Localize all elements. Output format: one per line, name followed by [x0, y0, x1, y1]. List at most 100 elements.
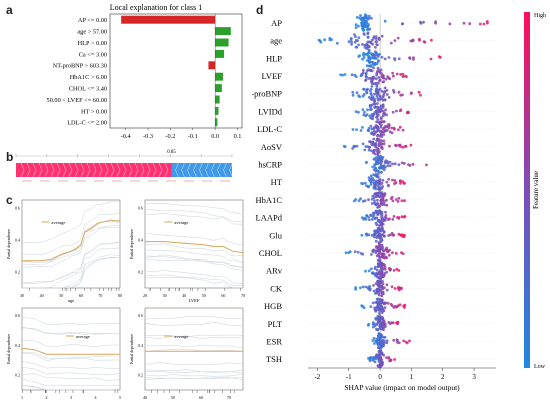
shap-point	[382, 340, 386, 343]
shap-point	[368, 95, 371, 99]
shap-point	[371, 95, 375, 99]
shap-point	[389, 302, 393, 306]
y-tick-label: 0.2	[138, 373, 143, 378]
shap-point	[363, 216, 367, 220]
shap-point	[376, 300, 379, 304]
shap-point	[355, 91, 359, 95]
shap-point	[367, 23, 370, 26]
shap-point	[409, 143, 413, 147]
shap-point	[354, 35, 357, 39]
shap-point	[402, 339, 406, 343]
x-tick-label: 1	[410, 373, 414, 381]
shap-point	[381, 254, 385, 258]
shap-point	[351, 93, 355, 97]
x-axis-label: LVEF	[189, 298, 200, 303]
ice-line	[22, 256, 121, 289]
shap-point	[369, 52, 373, 55]
shap-point	[369, 56, 373, 60]
shap-point	[359, 197, 362, 201]
feature-label: NT-proBNP	[252, 89, 282, 99]
shap-point	[373, 92, 376, 96]
shap-point	[357, 110, 360, 114]
shap-point	[365, 232, 368, 236]
shap-point	[380, 327, 383, 331]
shap-point	[397, 217, 401, 220]
shap-point	[371, 195, 375, 198]
shap-point	[368, 104, 372, 108]
shap-point	[378, 298, 382, 302]
shap-point	[365, 91, 369, 95]
panel-letter-b: b	[6, 150, 14, 164]
force-plot: 0.85	[15, 150, 233, 182]
ice-line	[21, 227, 120, 268]
pdp-average-line	[145, 241, 244, 254]
y-tick-label: 0.2	[15, 373, 20, 378]
shap-point	[376, 315, 380, 318]
shap-point	[376, 364, 380, 368]
shap-point	[383, 306, 387, 310]
x-tick-label: -0.1	[188, 133, 198, 140]
shap-point	[366, 108, 369, 112]
shap-point	[354, 110, 358, 113]
ice-line	[144, 377, 244, 379]
shap-point	[401, 72, 405, 76]
shap-point	[401, 180, 404, 183]
shap-point	[385, 283, 389, 287]
shap-point	[357, 43, 360, 47]
ice-line	[144, 335, 244, 339]
shap-point	[361, 285, 365, 289]
shap-point	[385, 89, 389, 92]
shap-point	[371, 215, 375, 219]
x-tick-label: 2	[441, 373, 445, 381]
force-chevron	[62, 162, 67, 178]
shap-point	[411, 162, 415, 166]
legend-label: average	[51, 220, 65, 225]
ice-line	[144, 203, 244, 215]
shap-point	[389, 359, 392, 363]
ice-line	[144, 373, 244, 377]
shap-point	[392, 338, 396, 342]
bar	[215, 72, 223, 81]
shap-point	[370, 178, 373, 182]
shap-point	[391, 251, 394, 255]
shap-point	[371, 357, 375, 361]
shap-point	[378, 227, 381, 231]
shap-point	[370, 93, 373, 97]
lime-chart: Local explanation for class 1AP <= 0.00 a…	[47, 3, 243, 140]
shap-point	[374, 57, 378, 60]
shap-point	[370, 149, 373, 153]
shap-point	[373, 342, 376, 345]
shap-point	[380, 130, 384, 134]
shap-point	[357, 36, 361, 40]
shap-point	[371, 249, 375, 253]
bar	[215, 27, 231, 36]
shap-point	[343, 73, 347, 76]
shap-point	[364, 181, 367, 185]
shap-point	[374, 77, 378, 81]
shap-point	[392, 74, 395, 78]
shap-point	[339, 73, 342, 77]
shap-point	[362, 32, 366, 36]
shap-point	[383, 266, 387, 269]
shap-point	[369, 267, 373, 271]
shap-point	[378, 241, 381, 245]
shap-point	[370, 197, 374, 201]
shap-point	[396, 321, 399, 324]
x-tick-label: 3	[70, 395, 72, 400]
bar	[215, 49, 225, 58]
shap-point	[374, 221, 378, 225]
feature-label: ESR	[266, 336, 282, 346]
shap-point	[352, 145, 356, 149]
shap-point	[373, 235, 376, 239]
shap-point	[372, 133, 375, 136]
shap-point	[357, 94, 360, 98]
shap-point	[376, 219, 380, 223]
shap-point	[380, 307, 384, 310]
shap-point	[390, 285, 394, 289]
shap-point	[373, 106, 376, 109]
shap-point	[388, 233, 392, 237]
shap-point	[397, 269, 401, 272]
shap-point	[398, 179, 402, 183]
shap-point	[377, 359, 381, 363]
shap-point	[377, 276, 381, 280]
